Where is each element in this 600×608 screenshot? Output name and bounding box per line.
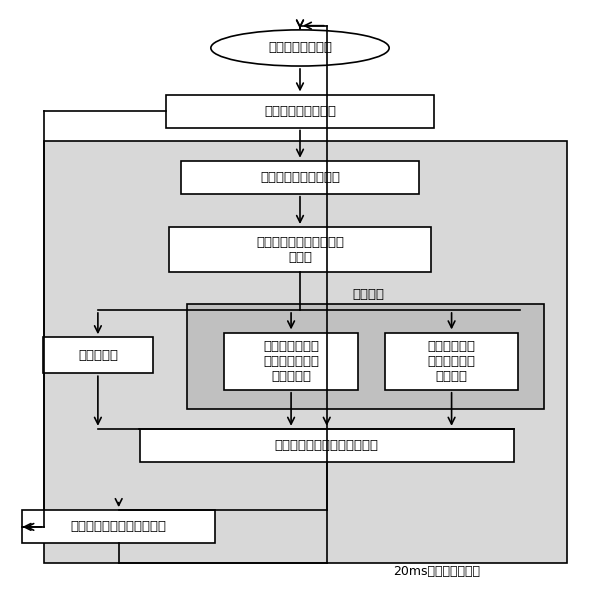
FancyBboxPatch shape xyxy=(166,95,434,128)
FancyBboxPatch shape xyxy=(385,333,518,390)
Text: 根据背光目标值，区分处
理方式: 根据背光目标值，区分处 理方式 xyxy=(256,236,344,264)
FancyBboxPatch shape xyxy=(22,510,215,544)
Text: 输出动态背光目标值: 输出动态背光目标值 xyxy=(264,105,336,118)
Text: 启动画质参数刷新模块: 启动画质参数刷新模块 xyxy=(260,171,340,184)
Ellipse shape xyxy=(211,30,389,66)
Text: 不实施补偿: 不实施补偿 xyxy=(78,349,118,362)
Text: 动态背光计算模块: 动态背光计算模块 xyxy=(268,41,332,55)
Text: 20ms延时后重新循环: 20ms延时后重新循环 xyxy=(393,565,480,578)
FancyBboxPatch shape xyxy=(139,429,514,462)
Text: 实施补偿: 实施补偿 xyxy=(352,288,385,301)
FancyBboxPatch shape xyxy=(187,304,544,409)
FancyBboxPatch shape xyxy=(44,141,568,563)
Text: 时间滤波后刷新对比度寄存器: 时间滤波后刷新对比度寄存器 xyxy=(275,439,379,452)
Text: 时间滤波后刷新背光寄存器: 时间滤波后刷新背光寄存器 xyxy=(71,520,167,533)
Text: 使用对比度补偿
最大值，结合衰
减系数补偿: 使用对比度补偿 最大值，结合衰 减系数补偿 xyxy=(263,340,319,382)
FancyBboxPatch shape xyxy=(224,333,358,390)
FancyBboxPatch shape xyxy=(181,161,419,194)
Text: 动态计算补偿
值，结合衰减
系数补偿: 动态计算补偿 值，结合衰减 系数补偿 xyxy=(428,340,476,382)
FancyBboxPatch shape xyxy=(43,337,153,373)
FancyBboxPatch shape xyxy=(169,227,431,272)
